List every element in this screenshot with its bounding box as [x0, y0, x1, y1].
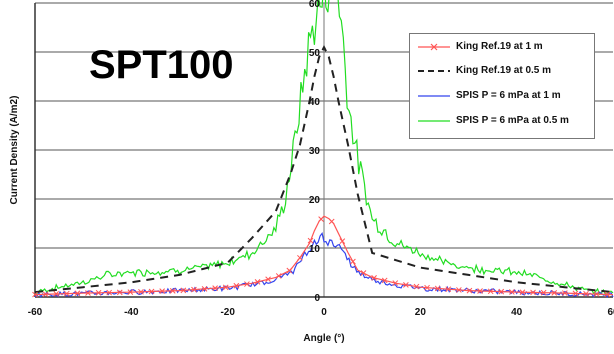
series-marker: [63, 290, 70, 297]
series-marker: [551, 290, 558, 296]
series-marker: [169, 287, 176, 294]
series-marker: [519, 289, 526, 296]
series-marker: [572, 290, 579, 297]
series-marker: [138, 288, 144, 295]
y-tick-label: 40: [309, 97, 321, 108]
series-line-1: [34, 44, 614, 294]
legend-label: SPIS P = 6 mPa at 1 m: [456, 90, 561, 101]
series-marker: [53, 291, 60, 297]
series-marker: [318, 216, 324, 222]
series-marker: [487, 288, 494, 295]
legend-label: King Ref.19 at 0.5 m: [456, 65, 552, 76]
series-marker: [254, 279, 261, 285]
series-marker: [265, 276, 271, 283]
series-marker: [392, 280, 399, 286]
legend-swatch: [418, 95, 450, 97]
series-marker: [42, 291, 49, 298]
series-marker: [212, 285, 218, 291]
series-marker: [339, 238, 346, 244]
series-marker: [466, 287, 473, 294]
series-marker: [434, 285, 441, 292]
y-tick-label: 0: [314, 293, 320, 304]
legend-item: SPIS P = 6 mPa at 1 m: [410, 89, 594, 105]
series-marker: [191, 286, 197, 293]
series-marker: [604, 291, 611, 298]
series-marker: [583, 290, 589, 297]
series-marker: [445, 286, 452, 293]
series-marker: [286, 267, 293, 274]
x-tick-label: 60: [607, 307, 614, 318]
series-marker: [540, 289, 547, 296]
x-tick-label: 0: [321, 307, 327, 318]
series-marker: [371, 275, 377, 281]
legend-label: King Ref.19 at 1 m: [456, 41, 543, 52]
y-tick-label: 30: [309, 146, 321, 157]
legend-label: SPIS P = 6 mPa at 0.5 m: [456, 115, 569, 126]
series-marker: [530, 289, 536, 296]
series-marker: [413, 283, 420, 290]
series-marker: [222, 284, 229, 291]
x-tick-label: 20: [415, 307, 427, 318]
series-marker: [477, 288, 483, 294]
overlay-title: SPT100: [89, 43, 234, 87]
series-marker: [275, 273, 282, 279]
x-tick-label: 40: [511, 307, 523, 318]
series-marker: [95, 289, 102, 296]
series-marker: [85, 290, 91, 296]
series-marker: [328, 218, 335, 225]
y-tick-label: 50: [309, 48, 321, 59]
series-marker: [159, 288, 166, 295]
y-tick-label: 60: [309, 0, 321, 10]
x-tick-label: -20: [220, 307, 235, 318]
x-axis-label: Angle (°): [303, 333, 344, 344]
series-marker: [498, 288, 505, 295]
series-marker: [381, 277, 388, 284]
x-tick-label: -40: [124, 307, 139, 318]
series-marker: [307, 237, 314, 244]
series-marker: [32, 291, 38, 298]
legend-item: King Ref.19 at 0.5 m: [410, 64, 594, 80]
y-tick-label: 20: [309, 195, 321, 206]
series-marker: [201, 285, 208, 292]
series-marker: [561, 290, 568, 296]
y-tick-label: 10: [309, 244, 321, 255]
series-marker: [180, 287, 187, 294]
series-marker: [127, 289, 134, 295]
legend-item: SPIS P = 6 mPa at 0.5 m: [410, 114, 594, 130]
legend-item: King Ref.19 at 1 m: [410, 40, 594, 56]
series-marker: [74, 290, 81, 297]
legend-swatch: [418, 120, 450, 122]
series-marker: [456, 287, 462, 293]
series-marker: [116, 289, 123, 296]
series-marker: [403, 281, 409, 288]
series-marker: [360, 270, 367, 276]
series-marker: [350, 258, 356, 265]
series-marker: [424, 284, 430, 291]
series-line-2: [34, 232, 614, 299]
series-marker: [297, 254, 303, 261]
series-marker: [508, 289, 515, 295]
series-marker: [148, 288, 155, 295]
legend: King Ref.19 at 1 m King Ref.19 at 0.5 m SP…: [409, 33, 595, 139]
series-line-0: [34, 215, 614, 296]
legend-swatch: [418, 43, 450, 51]
series-marker: [244, 281, 250, 287]
series-marker: [233, 282, 240, 289]
series-marker: [593, 291, 600, 297]
y-axis-label: Current Density (A/m2): [9, 96, 20, 205]
series-marker: [106, 289, 113, 296]
x-tick-label: -60: [28, 307, 43, 318]
series-line-3: [34, 0, 614, 296]
legend-swatch: [418, 70, 450, 72]
